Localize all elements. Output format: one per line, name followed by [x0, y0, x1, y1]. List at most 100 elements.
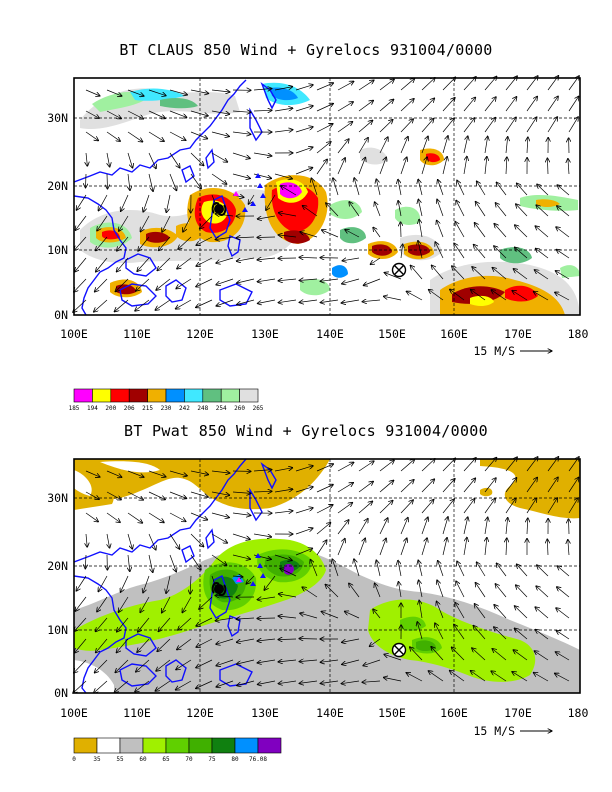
wind-vector: [169, 533, 180, 549]
colorbar-label: 70: [185, 756, 193, 763]
wind-vector: [232, 111, 251, 112]
wind-vector: [344, 611, 360, 619]
wind-vector: [190, 110, 208, 116]
wind-vector: [278, 660, 297, 662]
map1: 30N 20N 10N 0N 100E 110E 120E 130E 140E …: [47, 76, 588, 412]
wind-vector: [76, 194, 87, 210]
wind-vector: [175, 299, 192, 309]
colorbar-swatch: [92, 388, 112, 403]
wind-vector: [470, 671, 486, 682]
wind-vector: [117, 617, 129, 632]
wind-vector: [557, 587, 570, 598]
wind-vector: [169, 173, 177, 191]
wind-vector: [513, 269, 528, 280]
wind-vector: [418, 241, 423, 259]
wind-vector: [236, 257, 255, 261]
wind-vector: [536, 205, 549, 217]
wind-vector: [148, 89, 166, 96]
wind-vector: [485, 136, 488, 154]
map2-colorbar: 0 35 55 60 65 70 75 80 76.08: [72, 737, 282, 763]
wind-vector: [470, 289, 486, 301]
colorbar-swatch: [147, 388, 167, 403]
wind-vector: [337, 538, 345, 556]
wind-vector: [495, 584, 507, 598]
wind-vector: [320, 681, 339, 684]
wind-vector: [116, 257, 129, 272]
wind-vector: [215, 618, 234, 621]
map1-lon-label: 110E: [123, 327, 151, 341]
wind-vector: [148, 173, 153, 192]
wind-vector: [555, 652, 570, 661]
wind-vector: [176, 659, 192, 670]
wind-vector: [96, 236, 108, 251]
wind-vector: [169, 131, 186, 140]
wind-vector: [375, 202, 381, 217]
wind-vector: [115, 278, 129, 292]
wind-vector: [148, 533, 156, 550]
wind-vector: [555, 292, 570, 301]
wind-vector: [107, 152, 110, 167]
map1-lon-label: 140E: [316, 327, 344, 341]
wind-vector: [316, 142, 331, 154]
map2-lon-label: 180: [568, 706, 589, 720]
wind-vector: [143, 575, 150, 593]
wind-vector: [472, 648, 486, 661]
wind-vector: [115, 659, 129, 673]
wind-vector: [485, 517, 488, 535]
wind-vector: [199, 596, 213, 609]
wind-vector: [257, 659, 276, 663]
wind-vector: [196, 257, 213, 266]
wind-vector: [494, 605, 507, 619]
map2-frame: [73, 458, 581, 694]
wind-vector: [257, 618, 276, 619]
wind-vector: [435, 623, 444, 640]
colorbar-label: 215: [142, 405, 153, 412]
wind-vector: [155, 299, 171, 310]
wind-vector: [127, 533, 132, 549]
wind-vector: [410, 647, 423, 661]
wind-vector: [211, 173, 227, 184]
colorbar-label: 242: [179, 405, 190, 412]
colorbar-swatch: [211, 737, 236, 754]
wind-vector: [354, 559, 360, 577]
wind-vector: [278, 300, 297, 303]
wind-vector: [421, 459, 435, 472]
wind-vector: [515, 225, 528, 238]
wind-vector: [232, 513, 251, 515]
wind-vector: [383, 677, 402, 682]
wind-vector: [127, 470, 144, 477]
wind-vector: [85, 89, 100, 96]
wind-vector: [196, 236, 213, 245]
wind-vector: [400, 538, 407, 556]
wind-vector: [557, 185, 570, 196]
map2-lon-label: 100E: [60, 706, 88, 720]
wind-vector: [257, 597, 276, 600]
colorbar-swatch: [234, 737, 259, 754]
colorbar-label: 265: [253, 405, 264, 412]
wind-vector: [535, 226, 549, 238]
wind-vector: [536, 586, 549, 598]
map2-lat-label: 0N: [54, 686, 68, 700]
wind-vector: [178, 236, 192, 249]
wind-vector: [526, 117, 537, 133]
wind-vector: [556, 227, 570, 238]
wind-vector: [513, 650, 528, 661]
map1-cloud-fields: [74, 78, 580, 315]
wind-vector: [257, 639, 276, 641]
colorbar-label: 200: [105, 405, 116, 412]
wind-vector: [190, 554, 201, 570]
colorbar-label: 76.08: [249, 756, 267, 763]
wind-vector: [472, 267, 486, 280]
wind-vector: [114, 680, 129, 693]
wind-vector: [106, 491, 121, 500]
wind-vector: [547, 539, 548, 556]
map2-lat-label: 30N: [47, 491, 68, 505]
wind-vector: [475, 582, 486, 598]
wind-vector: [137, 638, 150, 652]
wind-vector: [514, 606, 528, 619]
wind-vector: [278, 616, 297, 618]
wind-vector: [362, 300, 381, 302]
wind-vector: [455, 221, 465, 238]
wind-vector: [320, 660, 339, 662]
wind-vector: [85, 131, 99, 141]
